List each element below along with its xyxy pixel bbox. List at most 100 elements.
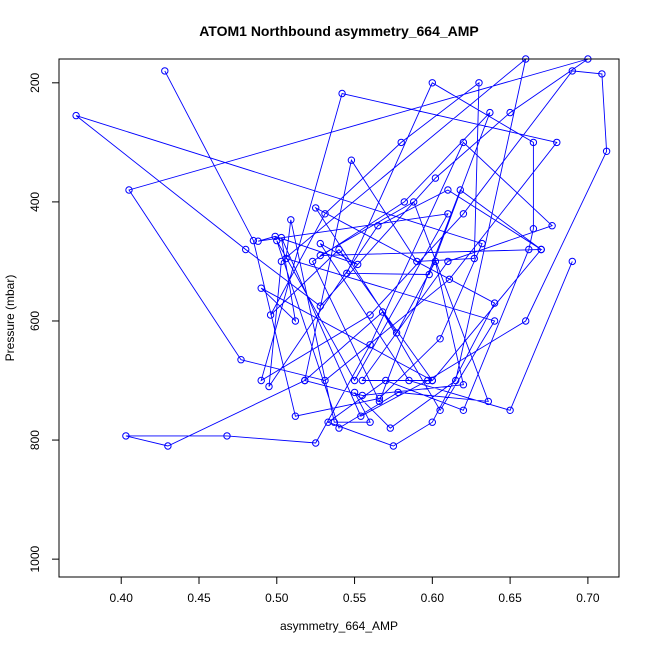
data-point [553, 138, 561, 147]
x-tick-label: 0.40 [110, 591, 134, 605]
data-point [475, 79, 483, 87]
data-point [598, 70, 606, 78]
data-point [375, 394, 384, 403]
data-point [459, 381, 468, 389]
data-point [271, 232, 279, 241]
data-point [257, 284, 265, 292]
data-point [335, 424, 343, 432]
data-point [265, 382, 273, 391]
data-point [400, 198, 408, 206]
data-point [291, 412, 300, 420]
data-point [425, 270, 433, 279]
data-point [382, 376, 390, 385]
data-point [125, 186, 133, 194]
data-point [347, 156, 356, 164]
data-point [316, 251, 324, 260]
data-point [484, 397, 492, 406]
data-point [568, 257, 576, 266]
data-point [254, 237, 262, 245]
data-point [330, 418, 338, 426]
data-point [428, 376, 436, 385]
data-point [459, 210, 468, 218]
data-point [424, 376, 432, 385]
data-point [312, 204, 320, 212]
data-point [456, 186, 464, 194]
data-point [338, 89, 346, 98]
data-point [223, 432, 231, 440]
data-point [291, 317, 300, 325]
data-point [445, 275, 454, 283]
data-point [444, 186, 452, 194]
data-point [522, 317, 530, 325]
data-point [431, 174, 440, 182]
data-point [374, 222, 382, 230]
data-point [397, 138, 405, 147]
plot-area [72, 55, 611, 450]
data-point [459, 406, 468, 414]
data-point [366, 418, 374, 426]
data-point [506, 108, 514, 117]
x-tick-label: 0.45 [187, 591, 211, 605]
data-point [459, 138, 468, 147]
data-point [301, 376, 309, 385]
data-point [410, 198, 418, 206]
data-point [72, 111, 80, 120]
data-point [266, 311, 275, 319]
data-point [490, 317, 499, 325]
data-point [378, 308, 387, 316]
x-tick-label: 0.60 [421, 591, 445, 605]
data-point [316, 239, 324, 248]
data-point [478, 239, 486, 248]
data-point [394, 388, 402, 397]
data-point [237, 356, 245, 364]
data-point [358, 391, 366, 400]
data-point [444, 257, 452, 266]
data-point [568, 67, 576, 75]
data-point [548, 222, 556, 230]
data-point [257, 376, 265, 385]
data-point [249, 236, 258, 245]
data-point [436, 406, 444, 414]
data-point [431, 257, 440, 266]
data-point [375, 397, 384, 406]
data-point [602, 147, 611, 156]
data-point [428, 79, 436, 87]
data-point [486, 108, 494, 117]
data-point [428, 418, 436, 426]
data-point [470, 254, 478, 263]
data-point [316, 302, 324, 310]
data-point [444, 210, 452, 218]
data-point [358, 376, 366, 385]
y-tick-label: 200 [28, 72, 42, 92]
x-axis: 0.40 0.45 0.50 0.55 0.60 0.65 0.70 [110, 576, 600, 605]
x-tick-label: 0.65 [498, 591, 522, 605]
data-point [164, 442, 172, 450]
chart-title: ATOM1 Northbound asymmetry_664_AMP [199, 23, 479, 39]
data-point [354, 260, 362, 269]
data-point [506, 406, 514, 414]
data-point [452, 376, 460, 385]
data-point [287, 216, 295, 224]
data-point [529, 138, 538, 147]
data-point [392, 329, 401, 337]
x-tick-label: 0.70 [576, 591, 600, 605]
data-point [386, 424, 394, 432]
data-point [321, 210, 329, 218]
data-point [405, 376, 413, 385]
data-point [537, 245, 545, 254]
data-point [350, 376, 359, 385]
x-axis-label: asymmetry_664_AMP [280, 619, 398, 633]
data-point [413, 257, 421, 266]
data-point [436, 335, 444, 343]
data-point [242, 245, 250, 254]
data-point [357, 412, 365, 420]
data-point [277, 257, 286, 266]
data-point [308, 257, 317, 266]
y-tick-label: 400 [28, 192, 42, 212]
data-point [321, 376, 329, 385]
data-point [350, 388, 359, 397]
y-tick-label: 600 [28, 311, 42, 331]
x-tick-label: 0.55 [343, 591, 367, 605]
data-point [490, 299, 499, 307]
